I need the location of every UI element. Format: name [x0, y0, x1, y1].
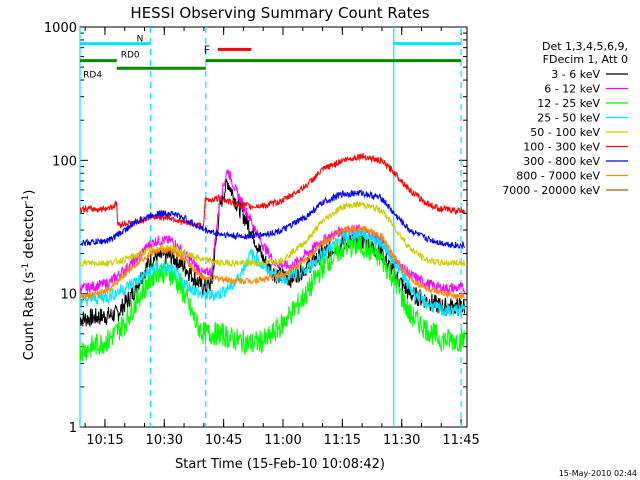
y-tick-label: 1000 [44, 21, 77, 36]
legend-entry-label: 6 - 12 keV [544, 83, 600, 96]
x-tick-label: 11:15 [324, 433, 361, 448]
plot-frame [79, 26, 468, 428]
x-tick-label: 11:45 [442, 433, 479, 448]
legend-entry-label: 300 - 800 keV [523, 155, 600, 168]
x-tick-label: 10:15 [86, 433, 123, 448]
timestamp: 15-May-2010 02:44 [559, 469, 637, 478]
legend-entry-label: 800 - 7000 keV [516, 170, 600, 183]
series-line [80, 169, 466, 296]
x-tick-label: 11:00 [264, 433, 301, 448]
x-tick-label: 11:30 [383, 433, 420, 448]
series-line [80, 200, 466, 268]
series-line [80, 224, 466, 300]
legend-entry-label: 25 - 50 keV [537, 112, 600, 125]
y-axis-label: Count Rate (s-1 detector-1) [21, 190, 37, 361]
x-tick-label: 10:45 [205, 433, 242, 448]
series-line [80, 152, 466, 231]
plot-area: 1 10 100 1000 10:15 10:30 10:45 11:00 11:15 11:30… [44, 21, 480, 448]
legend-entry-label: 7000 - 20000 keV [502, 184, 600, 197]
legend-entry-label: 3 - 6 keV [551, 68, 600, 81]
legend-entry-label: 100 - 300 keV [523, 141, 600, 154]
y-tick-label: 10 [60, 288, 77, 303]
legend: Det 1,3,4,5,6,9,FDecim 1, Att 0 3 - 6 keV… [502, 40, 628, 197]
y-tick-label: 1 [69, 421, 77, 436]
legend-header: Det 1,3,4,5,6,9, [542, 40, 628, 53]
series-line [80, 226, 466, 317]
series-line [80, 189, 466, 250]
x-axis-label: Start Time (15-Feb-10 10:08:42) [175, 457, 385, 472]
y-tick-label: 100 [52, 154, 77, 169]
legend-entry-label: 12 - 25 keV [537, 97, 600, 110]
flag-label: RD4 [83, 70, 102, 80]
x-tick-label: 10:30 [146, 433, 183, 448]
legend-header: FDecim 1, Att 0 [543, 53, 628, 66]
flag-label: N [137, 35, 144, 45]
chart-title: HESSI Observing Summary Count Rates [130, 4, 429, 22]
legend-entry-label: 50 - 100 keV [530, 126, 600, 139]
series-line [80, 234, 466, 362]
flag-label: F [204, 43, 210, 56]
flag-label: RD0 [121, 51, 140, 61]
